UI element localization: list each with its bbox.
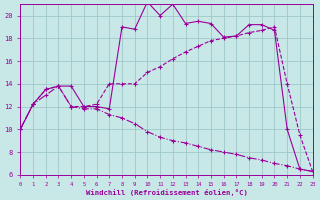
X-axis label: Windchill (Refroidissement éolien,°C): Windchill (Refroidissement éolien,°C) (85, 189, 247, 196)
